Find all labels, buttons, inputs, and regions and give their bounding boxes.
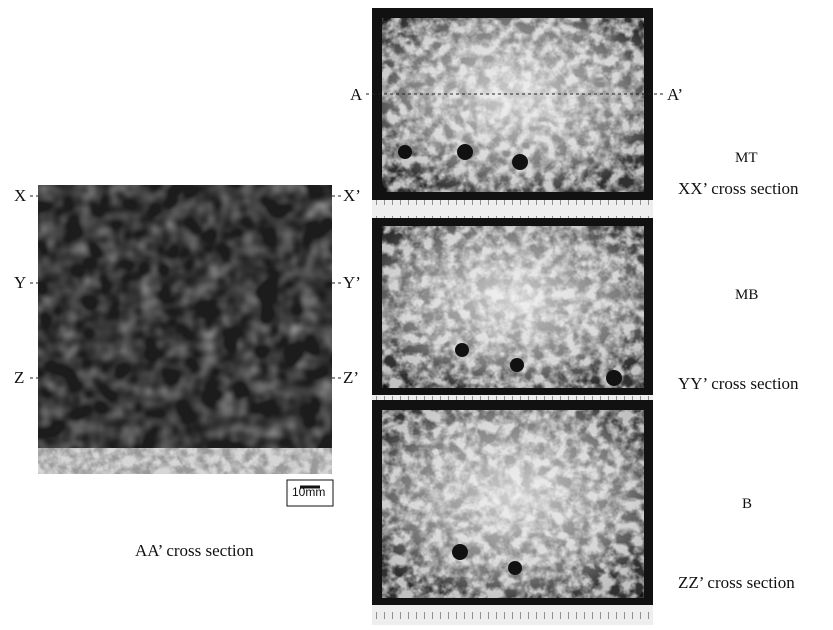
label: Z xyxy=(14,368,25,387)
label: A xyxy=(350,85,363,104)
caption: ZZ’ cross section xyxy=(678,573,795,592)
label: Y’ xyxy=(343,273,361,292)
label: Y xyxy=(14,273,27,292)
caption: AA’ cross section xyxy=(135,541,254,560)
scale-bar-label: 10mm xyxy=(292,485,326,499)
caption: XX’ cross section xyxy=(678,179,799,198)
caption: YY’ cross section xyxy=(678,374,799,393)
label: A’ xyxy=(667,85,684,104)
aa-section-photo xyxy=(38,185,334,507)
position-label: MB xyxy=(735,287,759,303)
position-label: B xyxy=(742,496,753,512)
label: X xyxy=(14,186,27,205)
position-label: MT xyxy=(735,150,758,166)
cross-section-photos xyxy=(372,8,653,625)
section-lines xyxy=(30,93,665,379)
label: Z’ xyxy=(343,368,360,387)
label: X’ xyxy=(343,186,361,205)
